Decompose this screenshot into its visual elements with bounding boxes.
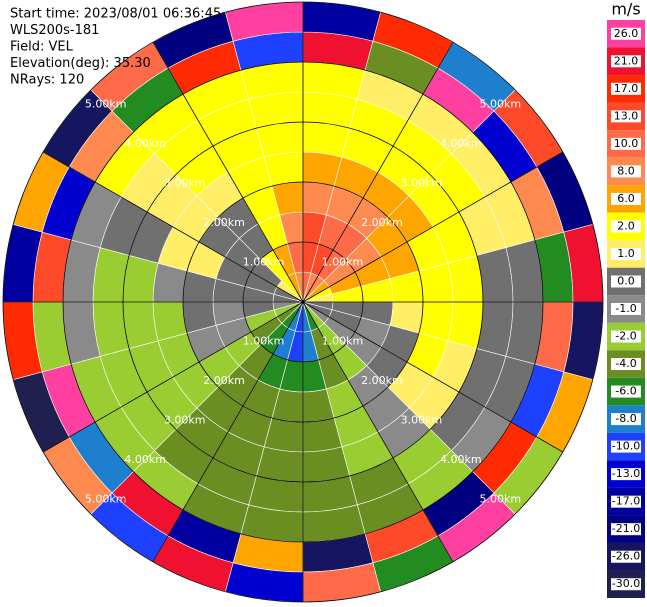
range-gate [122,255,159,303]
header-line: Elevation(deg): 35.30 [10,56,151,71]
spoke [302,301,454,563]
ring-label: 2.00km [203,216,245,229]
ring-label: 4.00km [124,453,166,466]
colorbar-tick-label: -21.0 [612,522,640,535]
colorbar-tick-label: 1.0 [617,247,635,260]
spoke [42,151,304,303]
header-line: Start time: 2023/08/01 06:36:45 [10,7,221,22]
colorbar-label-bg [611,55,641,68]
range-gate [447,301,484,349]
ring-label: 5.00km [85,98,127,111]
ppi-field [2,1,604,603]
range-gate [302,121,350,158]
range-ring [2,1,604,603]
ring-label: 4.00km [440,137,482,150]
range-gate [447,255,484,303]
ring-label: 2.00km [203,374,245,387]
colorbar-tick-label: 0.0 [617,274,635,287]
colorbar-label-bg [611,413,641,426]
colorbar-label-bg [611,495,641,508]
colorbar-label-bg [611,578,641,591]
range-gate [122,301,159,349]
header-line: Field: VEL [10,40,74,55]
colorbar-label-bg [611,523,641,536]
spoke [302,301,564,453]
range-gate [256,121,304,158]
colorbar-unit: m/s [611,0,640,19]
colorbar-tick-label: 21.0 [614,54,639,67]
ring-label: 5.00km [479,492,521,505]
ring-label: 5.00km [85,492,127,505]
colorbar-label-bg [611,110,641,123]
colorbar-tick-label: -4.0 [615,357,636,370]
colorbar-tick-label: -6.0 [615,385,636,398]
colorbar-label-bg [611,358,641,371]
colorbar-tick-label: -13.0 [612,467,640,480]
ring-label: 5.00km [479,98,521,111]
colorbar-tick-label: -2.0 [615,330,636,343]
colorbar-tick-label: 26.0 [614,27,639,40]
ring-label: 1.00km [322,334,364,347]
range-ring [182,181,424,423]
colorbar-label-bg [611,220,641,233]
colorbar-label-bg [611,440,641,453]
ring-label: 1.00km [243,334,285,347]
colorbar-tick-label: 10.0 [614,137,639,150]
ring-label: 1.00km [243,256,285,269]
colorbar-tick-label: -17.0 [612,495,640,508]
header-line: NRays: 120 [10,73,84,88]
colorbar-tick-label: 17.0 [614,82,639,95]
colorbar-label-bg [611,385,641,398]
colorbar-label-bg [611,192,641,205]
colorbar-label-bg [611,27,641,40]
range-ring [62,61,544,543]
colorbar-label-bg [611,165,641,178]
colorbar-label-bg [611,330,641,343]
colorbar-tick-label: -30.0 [612,577,640,590]
colorbar-label-bg [611,82,641,95]
colorbar-tick-label: -26.0 [612,550,640,563]
ring-label: 1.00km [322,256,364,269]
colorbar-label-bg [611,550,641,563]
spoke [42,301,304,453]
spoke [302,151,564,303]
colorbar-tick-label: -10.0 [612,440,640,453]
ring-label: 4.00km [440,453,482,466]
ring-label: 3.00km [401,177,443,190]
ring-labels: 1.00km 1.00km 1.00km 1.00km 2.00km 2.00km 2.00… [85,98,521,506]
range-grid [2,1,604,603]
colorbar-tick-label: 8.0 [617,164,635,177]
colorbar-label-bg [611,247,641,260]
range-ring [122,121,484,483]
colorbar-tick-label: -1.0 [615,302,636,315]
colorbar-label-bg [611,275,641,288]
spoke [152,301,304,563]
range-gate [302,446,350,483]
ring-label: 3.00km [401,413,443,426]
ring-label: 3.00km [164,413,206,426]
colorbar-tick-label: 13.0 [614,109,639,122]
ring-label: 2.00km [361,216,403,229]
colorbar-tick-label: -8.0 [615,412,636,425]
colorbar-tick-label: 2.0 [617,219,635,232]
ring-label: 4.00km [124,137,166,150]
spoke [302,41,454,303]
ring-label: 3.00km [164,177,206,190]
ring-label: 2.00km [361,374,403,387]
colorbar-label-bg [611,303,641,315]
colorbar-tick-label: 6.0 [617,192,635,205]
colorbar: 26.0 21.0 17.0 13.0 10.0 8.0 6.0 2.0 1.0 0.0 -1.0 -… [607,20,645,598]
header-line: WLS200s-181 [10,23,99,38]
colorbar-label-bg [611,468,641,481]
header: Start time: 2023/08/01 06:36:45WLS200s-1… [10,7,221,88]
spoke [152,41,304,303]
range-ring [242,241,364,363]
range-gate [256,446,304,483]
colorbar-label-bg [611,137,641,150]
